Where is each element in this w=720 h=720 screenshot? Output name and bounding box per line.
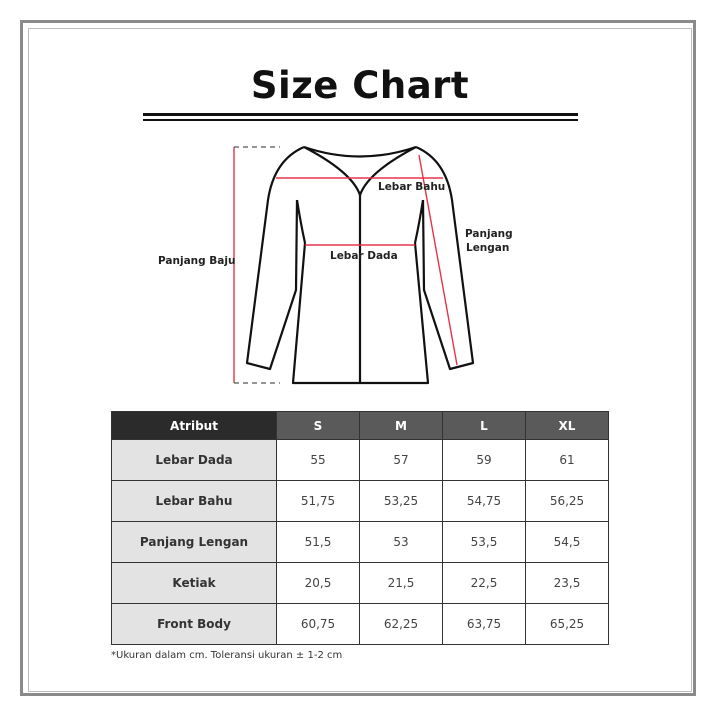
size-value-cell: 63,75 xyxy=(442,603,526,645)
size-value-cell: 21,5 xyxy=(359,562,443,604)
body xyxy=(291,242,430,385)
inner-frame xyxy=(28,28,692,692)
size-value-cell: 61 xyxy=(525,439,609,481)
left-sleeve xyxy=(245,145,305,371)
size-value-cell: 20,5 xyxy=(276,562,360,604)
header-size-xl: XL xyxy=(525,411,609,440)
label-panjang-lengan-line1: Panjang xyxy=(465,228,513,240)
outer-frame xyxy=(20,20,696,696)
header-size-s: S xyxy=(276,411,360,440)
table-row: Lebar Bahu 51,75 53,25 54,75 56,25 xyxy=(111,480,609,522)
label-lebar-bahu: Lebar Bahu xyxy=(378,181,446,193)
panjang-baju-guides xyxy=(234,146,280,384)
table-row: Ketiak 20,5 21,5 22,5 23,5 xyxy=(111,562,609,604)
size-value-cell: 62,25 xyxy=(359,603,443,645)
size-value-cell: 55 xyxy=(276,439,360,481)
size-value-cell: 22,5 xyxy=(442,562,526,604)
size-value-cell: 51,5 xyxy=(276,521,360,563)
table-row: Lebar Dada 55 57 59 61 xyxy=(111,439,609,481)
header-size-l: L xyxy=(442,411,526,440)
left-side-seam xyxy=(295,199,307,244)
header-size-m: M xyxy=(359,411,443,440)
right-sleeve xyxy=(415,145,475,371)
measurement-lines xyxy=(233,147,458,383)
table-header-row: Atribut S M L XL xyxy=(111,411,609,440)
size-value-cell: 54,75 xyxy=(442,480,526,522)
size-value-cell: 53 xyxy=(359,521,443,563)
label-panjang-baju: Panjang Baju xyxy=(158,255,236,267)
size-value-cell: 57 xyxy=(359,439,443,481)
right-side-seam xyxy=(413,199,425,244)
title-divider-thin xyxy=(143,119,578,121)
page-title: Size Chart xyxy=(250,64,470,107)
jacket-outline xyxy=(245,145,475,385)
size-value-cell: 54,5 xyxy=(525,521,609,563)
title-divider xyxy=(143,113,578,116)
size-value-cell: 60,75 xyxy=(276,603,360,645)
size-table: Atribut S M L XL Lebar Dada 55 57 59 61 Lebar… xyxy=(111,411,609,645)
row-attribute: Front Body xyxy=(111,603,277,645)
row-attribute: Lebar Dada xyxy=(111,439,277,481)
footnote: *Ukuran dalam cm. Toleransi ukuran ± 1-2… xyxy=(111,650,343,661)
size-value-cell: 59 xyxy=(442,439,526,481)
garment-diagram xyxy=(233,145,475,385)
size-value-cell: 65,25 xyxy=(525,603,609,645)
label-panjang-lengan-line2: Lengan xyxy=(466,242,510,254)
neckline xyxy=(303,145,417,158)
row-attribute: Ketiak xyxy=(111,562,277,604)
row-attribute: Panjang Lengan xyxy=(111,521,277,563)
header-atribut: Atribut xyxy=(111,411,277,440)
label-lebar-dada: Lebar Dada xyxy=(330,250,398,262)
size-value-cell: 53,5 xyxy=(442,521,526,563)
size-value-cell: 53,25 xyxy=(359,480,443,522)
table-row: Front Body 60,75 62,25 63,75 65,25 xyxy=(111,603,609,645)
table-row: Panjang Lengan 51,5 53 53,5 54,5 xyxy=(111,521,609,563)
panjang-lengan-line xyxy=(418,154,458,366)
size-value-cell: 56,25 xyxy=(525,480,609,522)
row-attribute: Lebar Bahu xyxy=(111,480,277,522)
size-value-cell: 51,75 xyxy=(276,480,360,522)
size-value-cell: 23,5 xyxy=(525,562,609,604)
